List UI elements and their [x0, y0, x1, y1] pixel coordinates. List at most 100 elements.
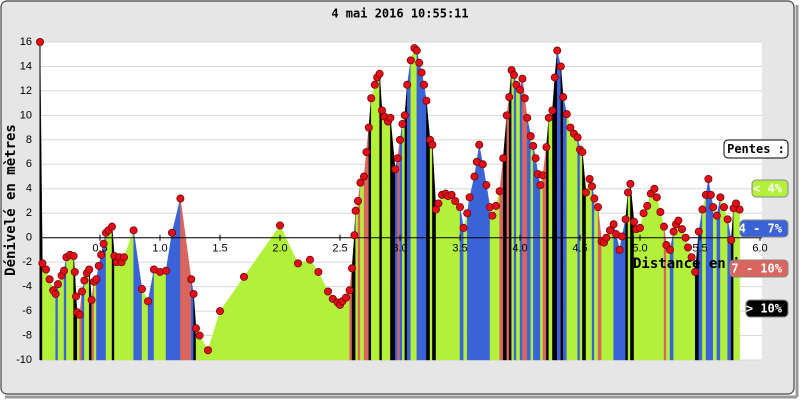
slope-segment [423, 84, 427, 361]
point-marker [509, 71, 518, 80]
point-marker [406, 56, 415, 65]
point-marker [341, 293, 350, 302]
point-marker [92, 275, 101, 284]
point-marker [465, 193, 474, 202]
point-marker [120, 253, 129, 262]
slope-segment [639, 213, 644, 361]
point-marker [305, 255, 314, 264]
point-marker [698, 205, 707, 214]
y-tick-label: 16 [20, 36, 32, 48]
slope-segment [492, 205, 497, 361]
point-marker [687, 253, 696, 262]
point-marker [516, 85, 525, 94]
point-marker [573, 133, 582, 142]
point-marker [548, 106, 557, 115]
point-marker [624, 188, 633, 197]
slope-segment [713, 207, 717, 361]
slope-segment [673, 224, 677, 361]
slope-segment [585, 178, 590, 361]
slope-segment [121, 257, 125, 361]
point-marker [669, 227, 678, 236]
legend-label: 4 - 7% [739, 222, 783, 236]
slope-segment [516, 84, 521, 361]
slope-segment [533, 145, 536, 361]
point-marker [75, 310, 84, 319]
point-marker [422, 96, 431, 105]
legend-swatch [745, 299, 789, 318]
slope-segment [410, 48, 415, 361]
slope-segment [98, 254, 102, 361]
point-marker [482, 181, 491, 190]
point-marker [536, 181, 545, 190]
point-marker [434, 199, 443, 208]
point-marker [652, 193, 661, 202]
y-tick-label: 10 [20, 109, 32, 121]
y-tick-label: 4 [26, 183, 32, 195]
point-marker [367, 94, 376, 103]
slope-segment [57, 275, 62, 361]
chart-title: 4 mai 2016 10:55:11 [331, 7, 468, 21]
point-marker [526, 132, 535, 141]
point-marker [643, 201, 652, 210]
point-marker [70, 267, 79, 276]
y-tick-label: 2 [26, 207, 32, 219]
legend-title: Pentes : [727, 142, 785, 156]
y-tick-label: -2 [22, 256, 32, 268]
y-tick-label: 0 [26, 232, 32, 244]
slope-segment [93, 278, 97, 361]
slope-segment [540, 175, 543, 361]
point-marker [630, 217, 639, 226]
point-marker [735, 205, 744, 214]
x-axis-label: Distance en km [633, 256, 751, 272]
point-marker [488, 211, 497, 220]
legend-title-box [723, 139, 789, 159]
slope-segment [560, 66, 564, 361]
point-marker [499, 154, 508, 163]
point-marker [94, 261, 103, 270]
slope-segment [563, 96, 567, 361]
slope-segment [601, 241, 605, 361]
point-marker [239, 272, 248, 281]
slope-segment [116, 257, 120, 361]
slope-segment [438, 194, 443, 361]
point-marker [99, 239, 108, 248]
slope-segment [579, 149, 583, 361]
slope-segment [678, 220, 683, 361]
point-marker [520, 94, 529, 103]
point-marker [732, 199, 741, 208]
point-marker [553, 46, 562, 55]
y-tick-label: -8 [22, 329, 32, 341]
slope-segment [159, 270, 167, 361]
y-tick-label: -10 [16, 354, 32, 366]
point-marker [582, 188, 591, 197]
slope-segment [421, 72, 425, 361]
point-marker [42, 265, 51, 274]
slope-segment [474, 161, 477, 361]
point-marker [531, 154, 540, 163]
point-marker [636, 223, 645, 232]
point-marker [362, 148, 371, 157]
point-marker [706, 190, 715, 199]
point-marker [293, 259, 302, 268]
slope-segment [482, 164, 487, 361]
slope-segment [609, 223, 614, 361]
slope-segment [606, 230, 611, 361]
point-marker [129, 226, 138, 235]
point-marker [559, 93, 568, 102]
slope-segment [108, 226, 113, 361]
point-marker [72, 292, 81, 301]
slope-segment [100, 243, 104, 361]
point-marker [176, 194, 185, 203]
slope-segment [114, 255, 118, 361]
point-marker [709, 203, 718, 212]
legend-swatch [729, 259, 789, 278]
point-marker [556, 62, 565, 71]
slope-segment [414, 47, 417, 361]
point-marker [566, 123, 575, 132]
slope-segment [621, 219, 626, 361]
point-marker [195, 331, 204, 340]
slope-segment [486, 185, 491, 361]
point-marker [143, 297, 152, 306]
point-marker [475, 140, 484, 149]
